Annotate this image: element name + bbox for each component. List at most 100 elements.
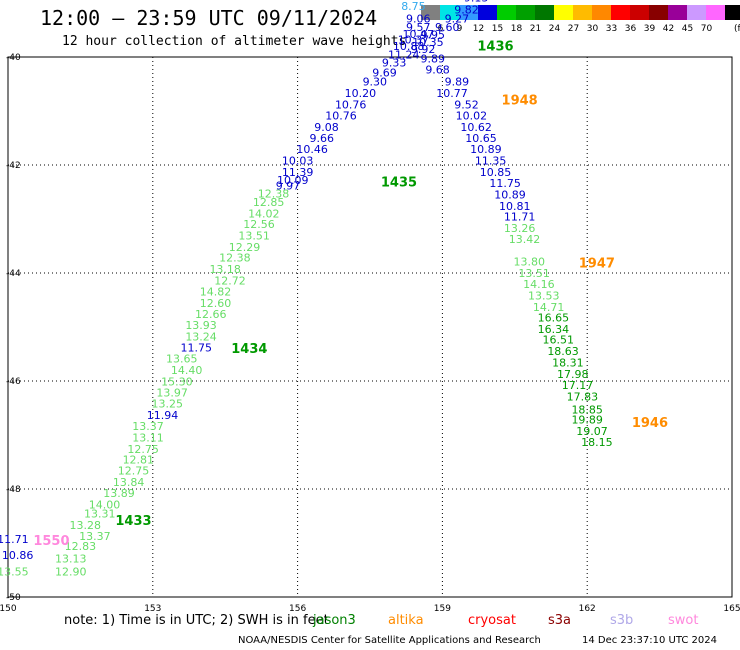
wave-height-label: 9.33 (382, 57, 407, 70)
wave-height-label: 9.13 (464, 0, 489, 4)
legend-label: 6 (437, 24, 444, 34)
wave-height-label: 13.51 (518, 267, 550, 280)
wave-height-label: 9.95 (420, 29, 445, 42)
satellite-swot: swot (668, 613, 699, 628)
wave-height-label: 12.85 (253, 196, 285, 209)
footer-note: note: 1) Time is in UTC; 2) SWH is in fe… (64, 613, 329, 628)
pass-time-label: 1436 (477, 40, 513, 55)
wave-height-label: 10.20 (345, 87, 377, 100)
legend-unit: (ft) (734, 24, 740, 34)
legend-label: 36 (624, 24, 637, 34)
wave-height-label: 13.37 (132, 420, 164, 433)
wave-height-label: 12.72 (214, 274, 246, 287)
pass-time-label: 1948 (502, 94, 538, 109)
wave-height-label: 10.88 (393, 40, 425, 53)
wave-height-label: 9.57 (406, 21, 431, 34)
wave-height-label: 14.82 (200, 286, 232, 299)
legend-swatch (630, 5, 649, 20)
wave-height-label: 14.02 (248, 207, 280, 220)
wave-height-label: 11.94 (147, 409, 179, 422)
legend-label: 33 (605, 24, 618, 34)
wave-height-label: 9.08 (314, 121, 339, 134)
wave-height-label: 15.30 (161, 375, 193, 388)
wave-height-label: 19.89 (571, 414, 603, 427)
wave-height-label: 14.00 (89, 498, 121, 511)
wave-height-label: 9.92 (411, 43, 436, 56)
legend-label: 21 (529, 24, 542, 34)
y-tick-label: -40 (6, 53, 21, 63)
wave-height-label: 14.71 (533, 301, 565, 314)
wave-height-label: 10.85 (480, 166, 512, 179)
legend-swatch (440, 5, 459, 20)
legend-swatch (554, 5, 573, 20)
wave-height-label: 14.16 (523, 278, 555, 291)
wave-height-label: 12.75 (127, 443, 159, 456)
wave-height-label: 16.65 (538, 312, 570, 325)
wave-height-label: 10.03 (282, 154, 314, 167)
wave-height-label: 13.65 (166, 353, 198, 366)
legend-label: 15 (491, 24, 504, 34)
legend-swatch (573, 5, 592, 20)
page-subtitle: 12 hour collection of altimeter wave hei… (62, 34, 407, 49)
legend-swatch (592, 5, 611, 20)
pass-time-label: 1947 (579, 257, 615, 272)
wave-height-label: 8.75 (401, 0, 426, 13)
wave-height-label: 10.37 (398, 34, 430, 47)
wave-height-label: 9.97 (276, 179, 301, 192)
wave-height-label: 9.30 (363, 76, 388, 89)
wave-height-label: 11.35 (475, 154, 507, 167)
pass-time-label: 1434 (231, 342, 267, 357)
wave-height-label: 12.29 (229, 241, 261, 254)
wave-height-label: 10.89 (494, 188, 526, 201)
wave-height-label: 13.11 (132, 431, 164, 444)
legend-label: 9 (456, 24, 463, 34)
wave-height-label: 13.24 (185, 331, 217, 344)
satellite-s3a: s3a (548, 613, 572, 628)
pass-time-label: 1550 (33, 534, 69, 549)
wave-height-label: 12.38 (258, 187, 290, 200)
y-tick-label: -50 (6, 593, 21, 603)
x-tick-label: 156 (289, 604, 306, 614)
wave-height-label: 10.76 (335, 98, 367, 111)
legend-label: 70 (700, 24, 713, 34)
x-tick-label: 162 (579, 604, 596, 614)
legend-label: 45 (681, 24, 694, 34)
legend-swatch (668, 5, 687, 20)
pass-time-label: 1946 (632, 416, 668, 431)
wave-height-label: 9.27 (445, 12, 470, 25)
x-tick-label: 153 (144, 604, 161, 614)
wave-height-label: 10.47 (403, 28, 435, 41)
wave-height-label: 12.60 (200, 297, 232, 310)
legend-swatch (611, 5, 630, 20)
wave-height-label: 10.46 (296, 143, 328, 156)
wave-height-label: 9.68 (425, 64, 450, 77)
x-tick-label: 165 (723, 604, 740, 614)
wave-height-label: 9.82 (454, 3, 479, 16)
wave-height-label: 11.24 (388, 49, 420, 62)
wave-height-label: 10.02 (456, 110, 488, 123)
wave-height-label: 11.75 (489, 177, 521, 190)
wave-height-label: 10.76 (325, 110, 357, 123)
wave-height-label: 12.66 (195, 308, 227, 321)
wave-height-label: 11.75 (180, 341, 212, 354)
y-tick-label: -44 (6, 269, 21, 279)
legend-label: 12 (472, 24, 485, 34)
wave-height-label: 13.31 (84, 508, 116, 521)
x-tick-label: 159 (434, 604, 451, 614)
legend-label: 30 (586, 24, 599, 34)
y-tick-label: -42 (6, 161, 21, 171)
wave-height-label: 12.81 (123, 454, 155, 467)
wave-height-label: 10.81 (499, 200, 531, 213)
satellite-altika: altika (388, 613, 424, 628)
credit-line: NOAA/NESDIS Center for Satellite Applica… (238, 635, 541, 646)
legend-swatch (478, 5, 497, 20)
wave-height-label: 13.26 (504, 222, 536, 235)
page-title: 12:00 – 23:59 UTC 09/11/2024 (40, 6, 378, 30)
generated-timestamp: 14 Dec 23:37:10 UTC 2024 (582, 635, 717, 646)
wave-height-label: 9.89 (445, 76, 470, 89)
wave-height-label: 13.37 (79, 530, 111, 543)
wave-height-label: 10.35 (412, 36, 444, 49)
legend-swatch (421, 5, 440, 20)
legend-label: 39 (643, 24, 656, 34)
